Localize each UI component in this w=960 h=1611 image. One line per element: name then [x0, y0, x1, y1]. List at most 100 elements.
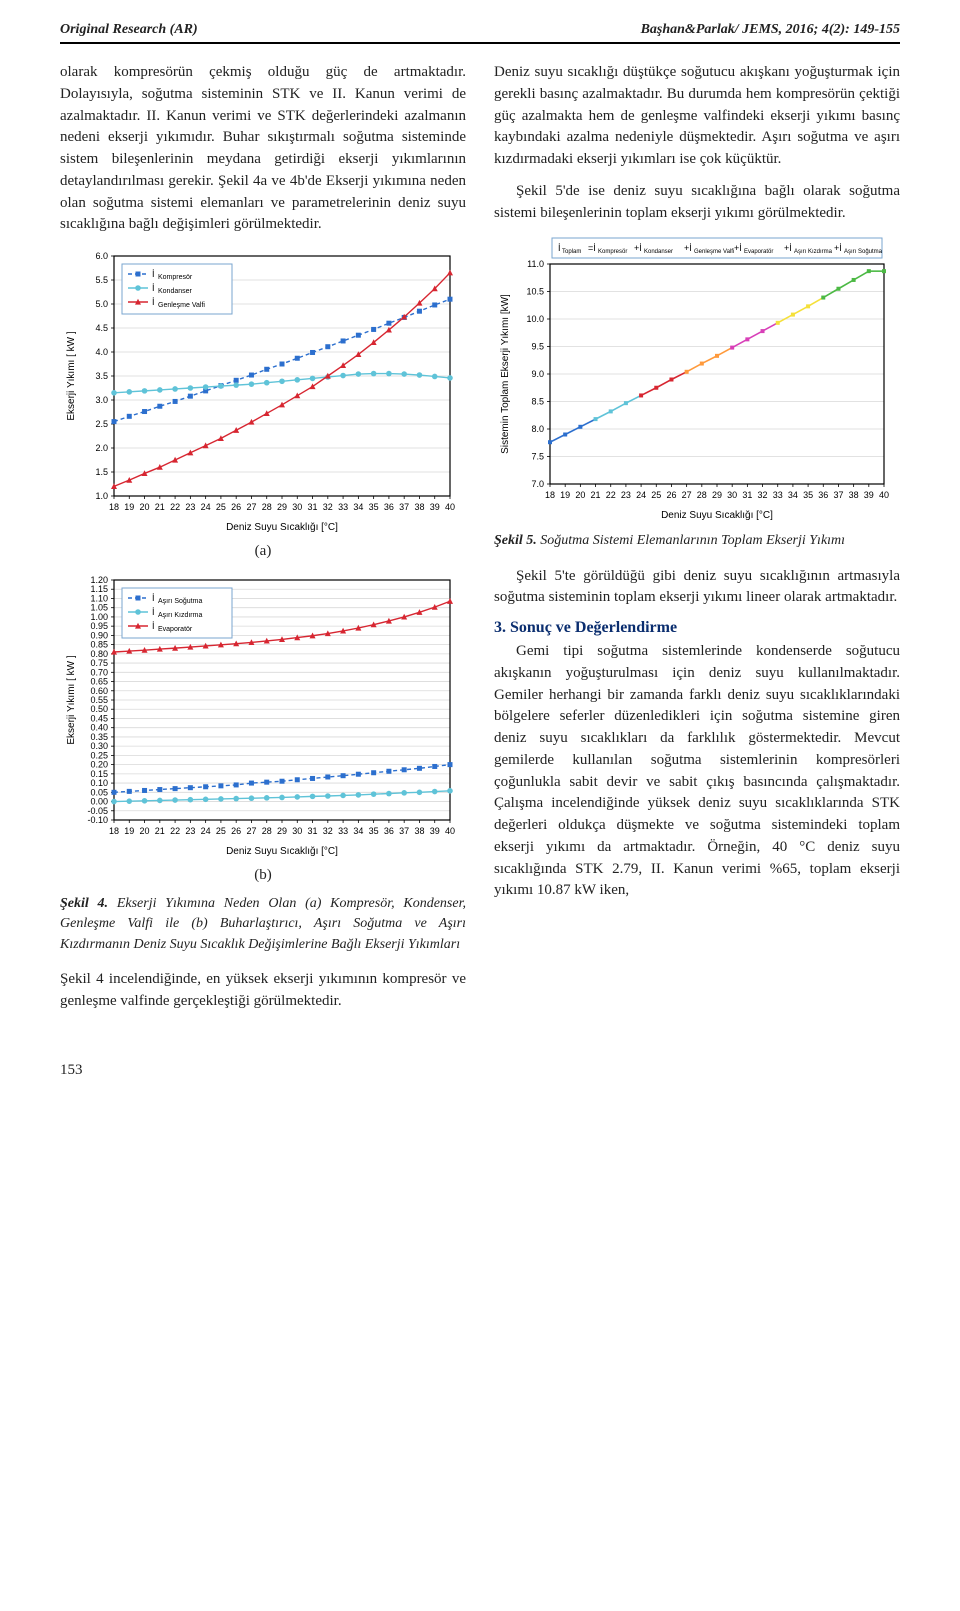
svg-text:40: 40 — [445, 826, 455, 836]
svg-text:33: 33 — [338, 502, 348, 512]
svg-text:10.0: 10.0 — [526, 314, 544, 324]
svg-text:38: 38 — [414, 502, 424, 512]
svg-text:18: 18 — [109, 502, 119, 512]
running-head: Original Research (AR) Başhan&Parlak/ JE… — [60, 22, 900, 38]
svg-text:0.10: 0.10 — [90, 778, 108, 788]
page: Original Research (AR) Başhan&Parlak/ JE… — [0, 0, 960, 1109]
svg-text:Aşırı Soğutma: Aşırı Soğutma — [158, 598, 202, 605]
figure-5-caption-body: Soğutma Sistemi Elemanlarının Toplam Eks… — [537, 533, 845, 548]
svg-text:11.0: 11.0 — [527, 259, 544, 269]
svg-text:35: 35 — [369, 502, 379, 512]
svg-text:1.0: 1.0 — [95, 491, 108, 501]
svg-text:23: 23 — [185, 502, 195, 512]
svg-text:=İ: =İ — [588, 243, 596, 253]
svg-text:2.5: 2.5 — [95, 419, 108, 429]
svg-text:30: 30 — [292, 826, 302, 836]
svg-text:1.10: 1.10 — [90, 593, 108, 603]
svg-text:29: 29 — [277, 502, 287, 512]
figure-5-caption: Şekil 5. Soğutma Sistemi Elemanlarının T… — [494, 531, 900, 551]
svg-text:0.85: 0.85 — [90, 640, 108, 650]
svg-text:0.15: 0.15 — [90, 769, 108, 779]
svg-text:22: 22 — [170, 502, 180, 512]
svg-text:37: 37 — [833, 490, 843, 500]
figure-4a: 1.01.52.02.53.03.54.04.55.05.56.01819202… — [60, 246, 466, 541]
svg-text:29: 29 — [277, 826, 287, 836]
chart-b-svg: -0.10-0.050.000.050.100.150.200.250.300.… — [60, 570, 460, 860]
svg-text:33: 33 — [773, 490, 783, 500]
para-right-2: Şekil 5'de ise deniz suyu sıcaklığına ba… — [494, 181, 900, 225]
svg-text:20: 20 — [575, 490, 585, 500]
svg-text:0.65: 0.65 — [90, 677, 108, 687]
figure-4-caption-lead: Şekil 4. — [60, 896, 108, 911]
svg-text:21: 21 — [155, 502, 165, 512]
svg-text:-0.10: -0.10 — [87, 815, 108, 825]
svg-text:0.90: 0.90 — [90, 630, 108, 640]
svg-text:2.0: 2.0 — [95, 443, 108, 453]
svg-text:40: 40 — [879, 490, 889, 500]
svg-text:24: 24 — [201, 826, 211, 836]
svg-text:39: 39 — [430, 826, 440, 836]
svg-text:0.60: 0.60 — [90, 686, 108, 696]
svg-text:İ: İ — [152, 297, 155, 307]
svg-text:19: 19 — [560, 490, 570, 500]
running-head-left: Original Research (AR) — [60, 22, 198, 38]
svg-text:0.40: 0.40 — [90, 723, 108, 733]
svg-text:İ: İ — [152, 607, 155, 617]
svg-text:Deniz Suyu Sıcaklığı [°C]: Deniz Suyu Sıcaklığı [°C] — [226, 522, 338, 533]
two-column-layout: olarak kompresörün çekmiş olduğu güç de … — [60, 62, 900, 1022]
svg-text:8.5: 8.5 — [531, 397, 544, 407]
svg-text:6.0: 6.0 — [95, 251, 108, 261]
svg-text:7.5: 7.5 — [531, 452, 544, 462]
svg-text:26: 26 — [231, 826, 241, 836]
svg-text:+İ: +İ — [634, 243, 642, 253]
svg-text:26: 26 — [231, 502, 241, 512]
svg-text:29: 29 — [712, 490, 722, 500]
svg-text:7.0: 7.0 — [531, 479, 544, 489]
svg-text:25: 25 — [651, 490, 661, 500]
svg-text:24: 24 — [201, 502, 211, 512]
svg-text:38: 38 — [414, 826, 424, 836]
svg-text:+İ: +İ — [834, 243, 842, 253]
svg-text:İ: İ — [152, 621, 155, 631]
svg-text:3.0: 3.0 — [95, 395, 108, 405]
svg-text:38: 38 — [849, 490, 859, 500]
svg-text:1.05: 1.05 — [90, 603, 108, 613]
svg-text:37: 37 — [399, 502, 409, 512]
svg-text:5.0: 5.0 — [95, 299, 108, 309]
svg-text:28: 28 — [262, 826, 272, 836]
svg-text:27: 27 — [246, 502, 256, 512]
svg-text:31: 31 — [308, 826, 318, 836]
svg-text:1.5: 1.5 — [95, 467, 108, 477]
chart-a-svg: 1.01.52.02.53.03.54.04.55.05.56.01819202… — [60, 246, 460, 536]
para-right-3: Şekil 5'te görüldüğü gibi deniz suyu sıc… — [494, 566, 900, 610]
figure-4-caption: Şekil 4. Ekserji Yıkımına Neden Olan (a)… — [60, 894, 466, 955]
svg-text:27: 27 — [682, 490, 692, 500]
svg-text:0.20: 0.20 — [90, 760, 108, 770]
svg-text:İ: İ — [558, 243, 561, 253]
svg-text:+İ: +İ — [784, 243, 792, 253]
svg-text:İ: İ — [152, 269, 155, 279]
svg-text:33: 33 — [338, 826, 348, 836]
svg-text:36: 36 — [818, 490, 828, 500]
figure-4b: -0.10-0.050.000.050.100.150.200.250.300.… — [60, 570, 466, 865]
svg-text:27: 27 — [246, 826, 256, 836]
svg-text:+İ: +İ — [734, 243, 742, 253]
svg-text:1.00: 1.00 — [90, 612, 108, 622]
svg-text:32: 32 — [323, 502, 333, 512]
svg-text:Aşırı Kızdırma: Aşırı Kızdırma — [158, 612, 202, 619]
svg-text:0.30: 0.30 — [90, 741, 108, 751]
svg-text:31: 31 — [308, 502, 318, 512]
svg-text:31: 31 — [742, 490, 752, 500]
svg-text:0.70: 0.70 — [90, 667, 108, 677]
svg-text:4.0: 4.0 — [95, 347, 108, 357]
svg-text:35: 35 — [803, 490, 813, 500]
svg-text:-0.05: -0.05 — [87, 806, 108, 816]
right-column: Deniz suyu sıcaklığı düştükçe soğutucu a… — [494, 62, 900, 1022]
svg-text:Kondanser: Kondanser — [644, 249, 673, 255]
svg-text:Ekserji Yıkımı [ kW ]: Ekserji Yıkımı [ kW ] — [66, 331, 77, 420]
svg-text:32: 32 — [323, 826, 333, 836]
para-left-2: Şekil 4 incelendiğinde, en yüksek ekserj… — [60, 969, 466, 1013]
svg-text:28: 28 — [697, 490, 707, 500]
svg-text:21: 21 — [591, 490, 601, 500]
svg-text:39: 39 — [864, 490, 874, 500]
